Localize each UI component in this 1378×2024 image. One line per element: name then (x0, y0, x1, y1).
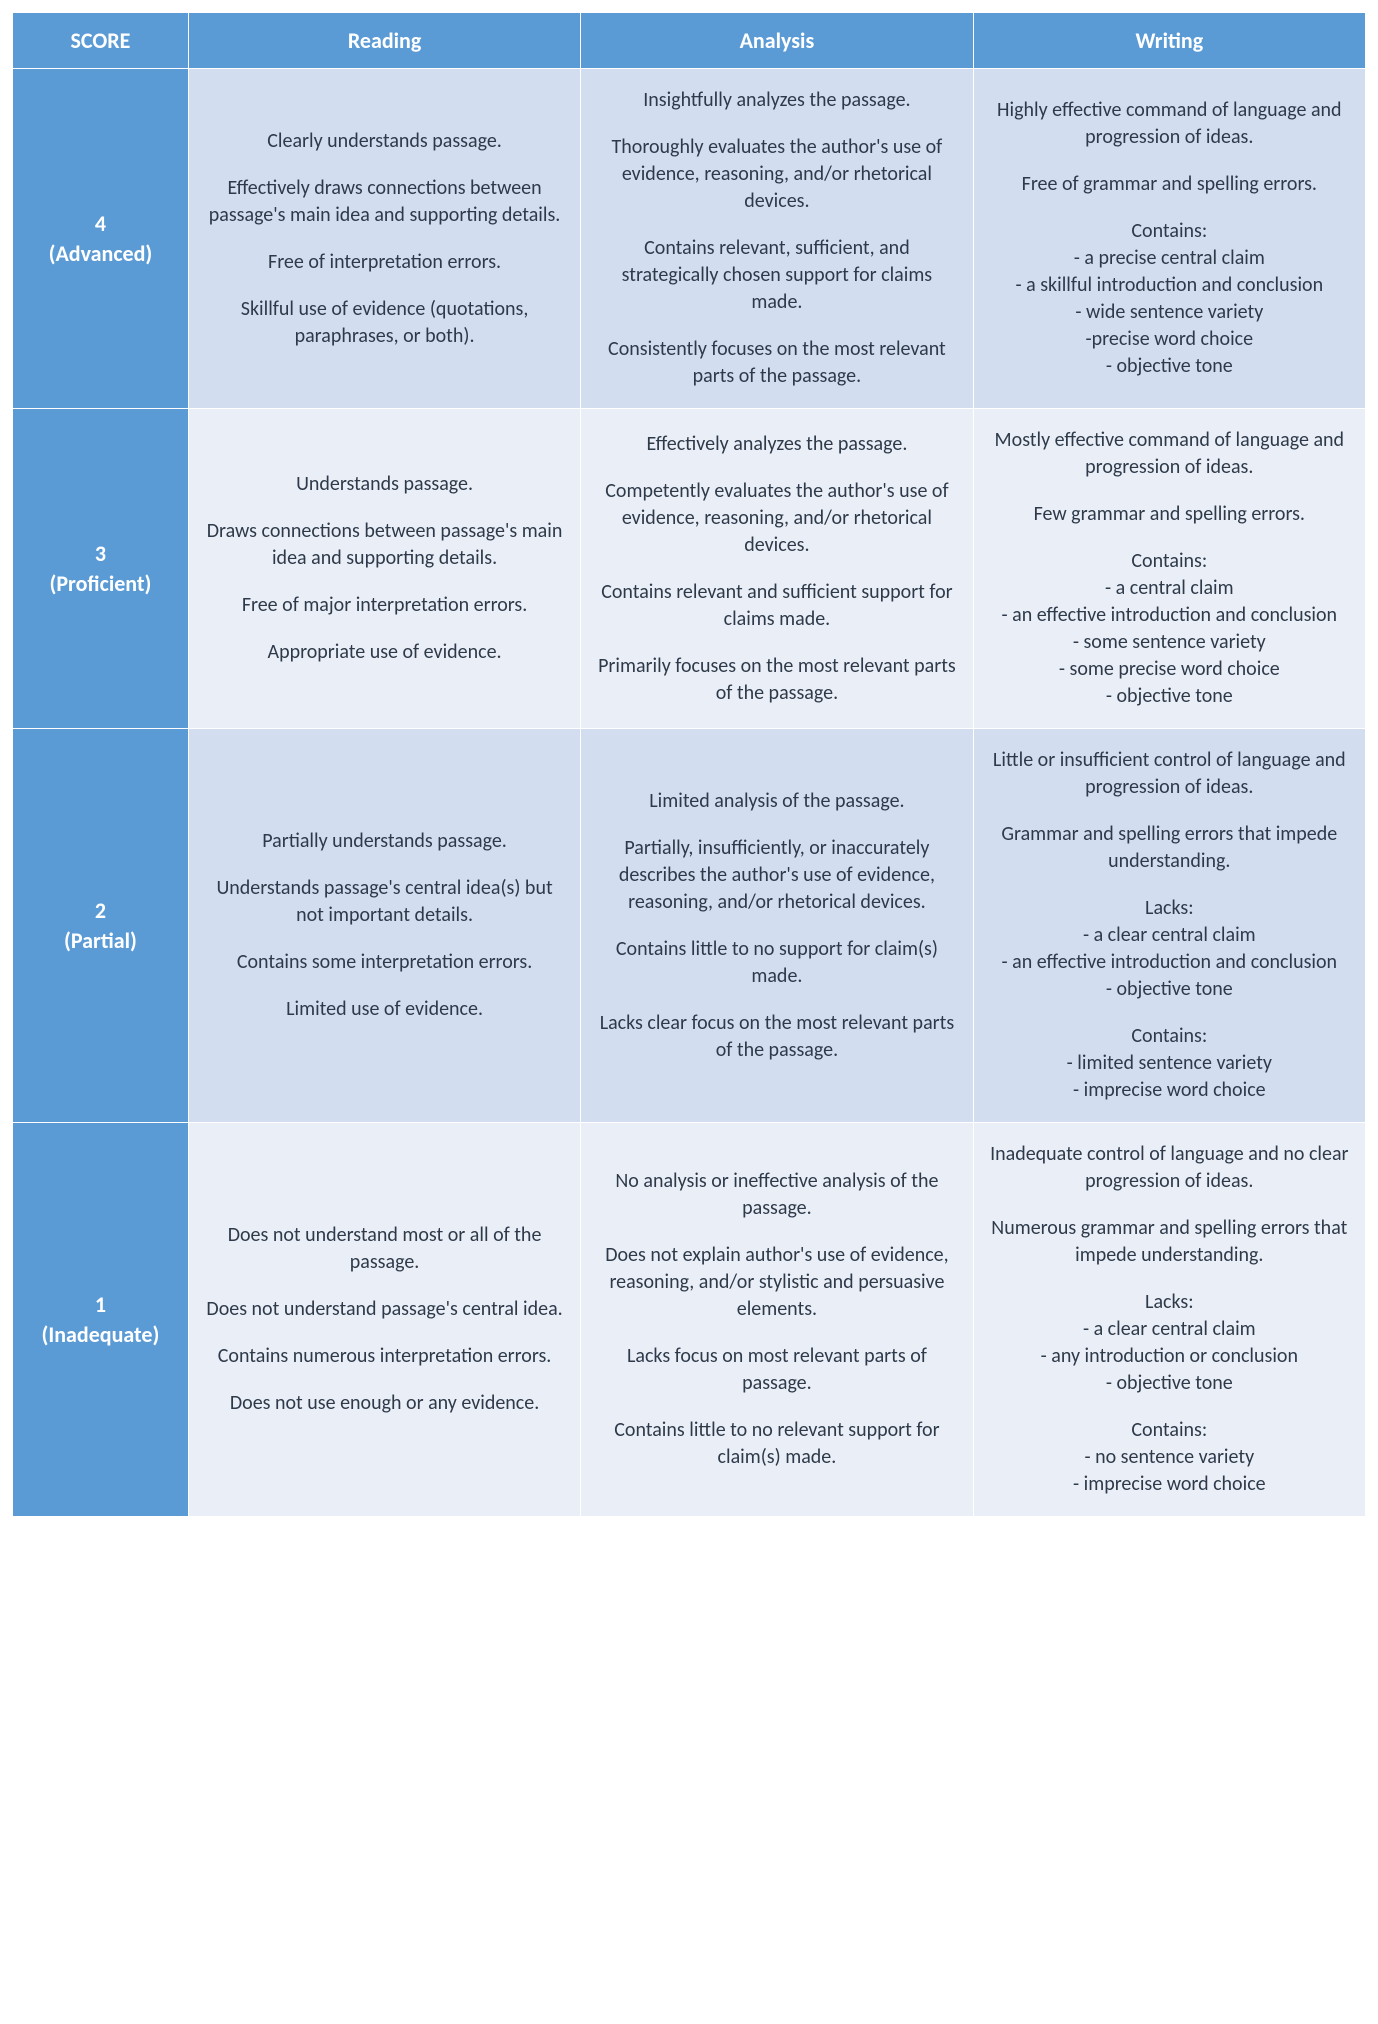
score-number: 2 (27, 896, 174, 926)
analysis-cell: Limited analysis of the passage.Partiall… (581, 729, 973, 1123)
analysis-cell: No analysis or ineffective analysis of t… (581, 1123, 973, 1517)
table-row: 3(Proficient)Understands passage.Draws c… (13, 409, 1366, 729)
reading-cell: Clearly understands passage.Effectively … (188, 69, 580, 409)
score-cell: 1(Inadequate) (13, 1123, 189, 1517)
score-number: 3 (27, 539, 174, 569)
table-row: 1(Inadequate)Does not understand most or… (13, 1123, 1366, 1517)
score-label: (Partial) (27, 926, 174, 956)
writing-cell: Inadequate control of language and no cl… (973, 1123, 1365, 1517)
table-row: 4(Advanced)Clearly understands passage.E… (13, 69, 1366, 409)
reading-cell: Does not understand most or all of the p… (188, 1123, 580, 1517)
score-number: 1 (27, 1290, 174, 1320)
header-reading: Reading (188, 13, 580, 69)
analysis-cell: Effectively analyzes the passage.Compete… (581, 409, 973, 729)
score-cell: 2(Partial) (13, 729, 189, 1123)
analysis-cell: Insightfully analyzes the passage.Thorou… (581, 69, 973, 409)
writing-cell: Highly effective command of language and… (973, 69, 1365, 409)
score-number: 4 (27, 209, 174, 239)
rubric-table: SCORE Reading Analysis Writing 4(Advance… (12, 12, 1366, 1517)
score-label: (Proficient) (27, 569, 174, 599)
score-cell: 3(Proficient) (13, 409, 189, 729)
header-score: SCORE (13, 13, 189, 69)
writing-cell: Little or insufficient control of langua… (973, 729, 1365, 1123)
score-label: (Advanced) (27, 239, 174, 269)
writing-cell: Mostly effective command of language and… (973, 409, 1365, 729)
score-label: (Inadequate) (27, 1320, 174, 1350)
table-row: 2(Partial)Partially understands passage.… (13, 729, 1366, 1123)
score-cell: 4(Advanced) (13, 69, 189, 409)
header-row: SCORE Reading Analysis Writing (13, 13, 1366, 69)
header-writing: Writing (973, 13, 1365, 69)
reading-cell: Understands passage.Draws connections be… (188, 409, 580, 729)
reading-cell: Partially understands passage.Understand… (188, 729, 580, 1123)
header-analysis: Analysis (581, 13, 973, 69)
